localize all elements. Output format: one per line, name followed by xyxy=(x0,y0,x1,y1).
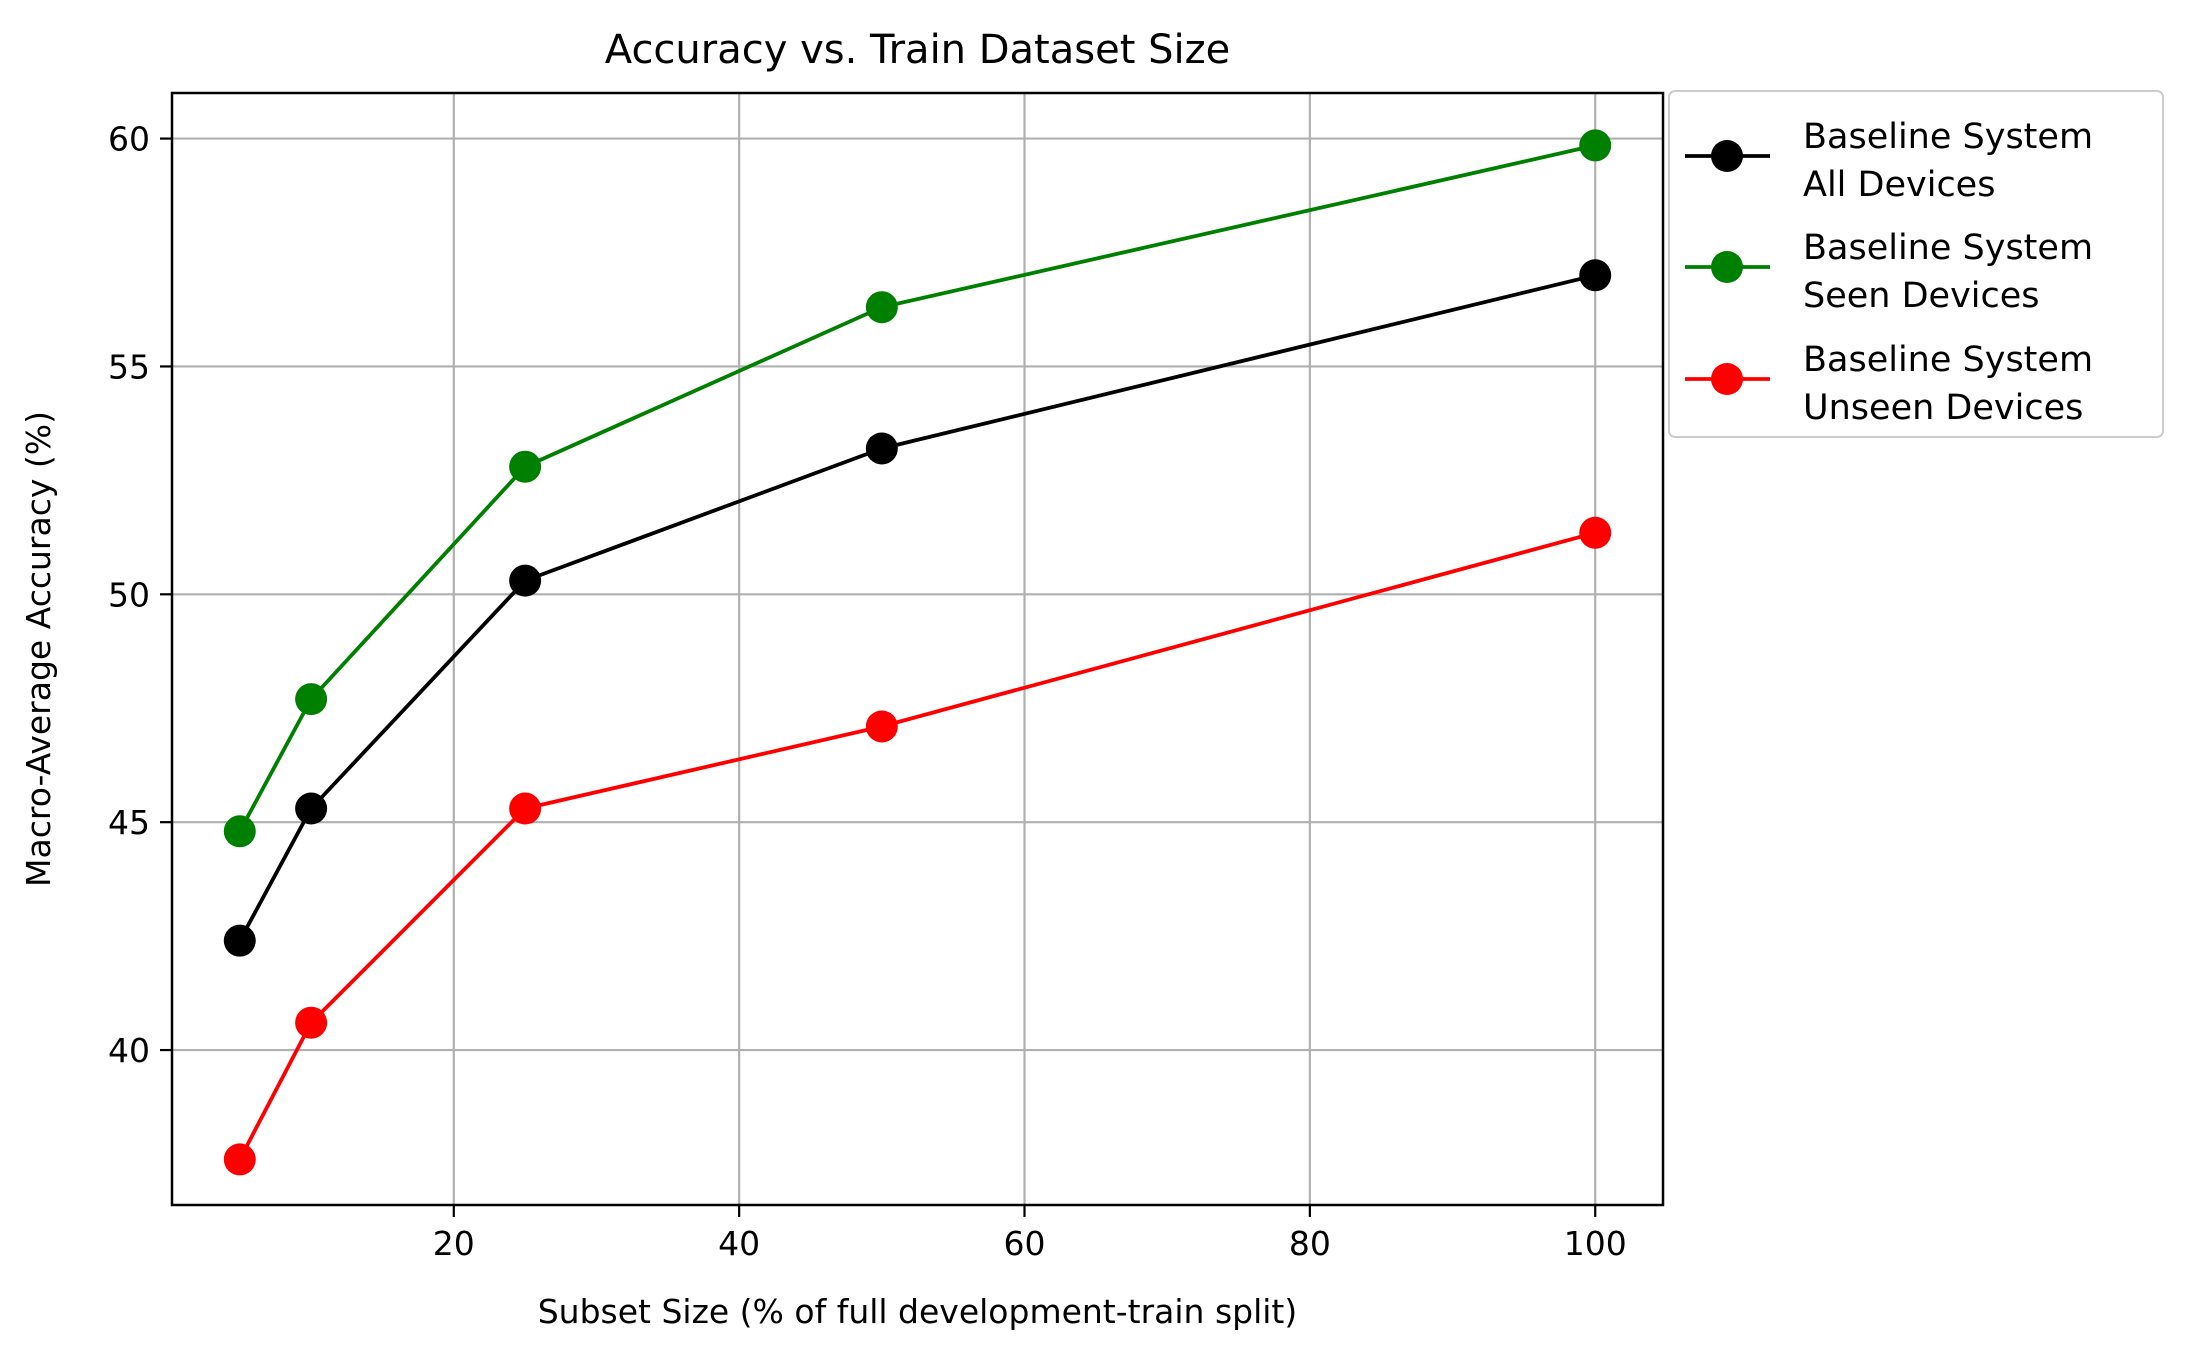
plot-frame xyxy=(170,91,1665,1207)
series-0 xyxy=(223,259,1612,957)
legend-item: Baseline System All Devices xyxy=(1685,117,2093,205)
data-point xyxy=(295,683,328,716)
data-point xyxy=(509,792,542,825)
series-line xyxy=(238,530,1596,1161)
series-1 xyxy=(223,129,1612,848)
legend-item: Baseline System Seen Devices xyxy=(1685,228,2093,316)
series-line xyxy=(238,143,1596,833)
x-tick-label: 20 xyxy=(433,1224,475,1263)
legend-label: Unseen Devices xyxy=(1803,388,2083,428)
y-tick-label: 60 xyxy=(108,120,150,159)
data-point xyxy=(1579,129,1612,162)
legend-box xyxy=(1668,90,2164,438)
series-layer xyxy=(223,129,1612,1176)
data-point xyxy=(509,564,542,597)
y-tick-label: 40 xyxy=(108,1031,150,1070)
legend-label: Baseline System xyxy=(1803,340,2093,380)
legend-marker xyxy=(1711,140,1743,172)
x-tick-label: 80 xyxy=(1289,1224,1331,1263)
legend-label: Seen Devices xyxy=(1803,276,2040,316)
data-point xyxy=(865,432,898,465)
series-2 xyxy=(223,516,1612,1176)
data-point xyxy=(223,924,256,957)
legend-label: Baseline System xyxy=(1803,117,2093,157)
data-point xyxy=(509,450,542,483)
x-axis-label: Subset Size (% of full development-train… xyxy=(538,1292,1298,1331)
data-point xyxy=(1579,516,1612,549)
legend-label: All Devices xyxy=(1803,165,1995,205)
legend-marker xyxy=(1711,251,1743,283)
legend-item: Baseline System Unseen Devices xyxy=(1685,340,2093,428)
chart-title: Accuracy vs. Train Dataset Size xyxy=(605,27,1230,73)
ticks: 20 40 60 80 100 40 45 50 55 60 xyxy=(108,120,1627,1263)
data-point xyxy=(295,792,328,825)
data-point xyxy=(865,291,898,324)
x-tick-label: 40 xyxy=(718,1224,760,1263)
y-tick-label: 45 xyxy=(108,803,150,842)
legend-label: Baseline System xyxy=(1803,228,2093,268)
data-point xyxy=(223,1143,256,1176)
x-tick-label: 60 xyxy=(1004,1224,1046,1263)
y-tick-label: 55 xyxy=(108,347,150,386)
data-point xyxy=(865,710,898,743)
data-point xyxy=(295,1006,328,1039)
grid xyxy=(172,93,1663,1205)
legend-marker xyxy=(1711,363,1743,395)
x-tick-label: 100 xyxy=(1564,1224,1627,1263)
series-line xyxy=(238,273,1596,942)
y-tick-label: 50 xyxy=(108,575,150,614)
data-point xyxy=(223,815,256,848)
y-axis-label: Macro-Average Accuracy (%) xyxy=(19,411,58,887)
data-point xyxy=(1579,259,1612,292)
